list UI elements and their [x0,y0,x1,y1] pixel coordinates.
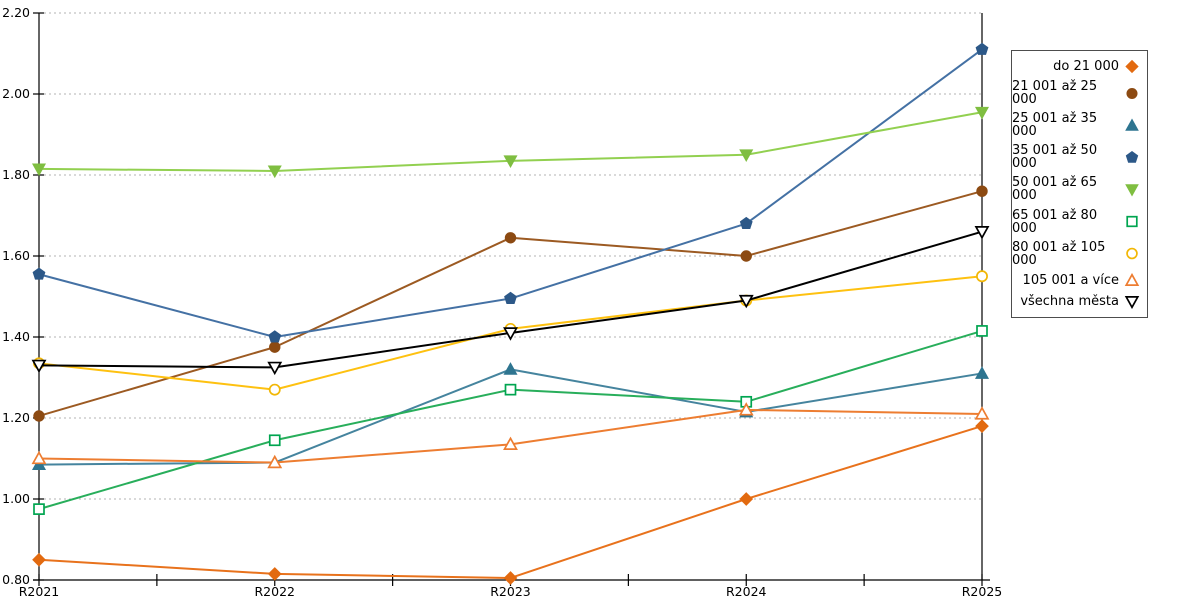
circle-open-legend-icon [1126,247,1138,260]
pentagon-marker-icon [504,291,517,304]
legend-label: všechna města [1020,293,1119,309]
triangle-up-marker-icon [974,406,990,420]
y-tick-label: 1.20 [2,410,30,425]
pentagon-marker-icon [975,42,989,55]
series-65-001-až-80-000 [33,325,988,515]
pentagon-filled-legend-icon [1125,150,1139,163]
circle-filled-legend-icon [1126,87,1138,99]
y-tick-label: 1.40 [2,329,30,344]
y-tick-label: 1.80 [2,167,30,182]
legend-item-8: všechna města [1012,294,1147,309]
pentagon-marker-icon [268,330,282,343]
legend-item-1: 21 001 až 25 000 [1012,80,1147,106]
triangle-down-marker-icon [738,294,754,309]
triangle-down-marker-icon [31,359,47,374]
triangle-down-marker-icon [267,361,283,376]
square-open-legend-icon [1126,215,1138,228]
series-21-001-až-25-000 [33,185,988,422]
square-marker-icon [504,383,517,396]
legend-label: 25 001 až 35 000 [1012,111,1098,140]
legend-label: 65 001 až 80 000 [1012,207,1098,236]
series-line [38,329,983,511]
triangle-up-marker-icon [503,362,518,375]
circle-marker-icon [976,185,988,197]
diamond-marker-icon [975,419,989,433]
y-tick-label: 1.60 [2,248,30,263]
triangle-up-marker-icon [503,436,518,450]
y-tick-label: 2.00 [2,86,30,101]
series-do-21-000 [32,419,989,585]
diamond-marker-icon [503,571,518,585]
triangle-down-marker-icon [503,327,518,341]
legend-label: 105 001 a více [1022,272,1119,288]
circle-marker-icon [504,232,517,244]
triangle-down-marker-icon [267,165,282,179]
triangle-down-marker-icon [31,163,47,177]
legend: do 21 000 21 001 až 25 000 25 001 až 35 00… [1011,50,1148,318]
series-50-001-až-65-000 [31,106,990,179]
diamond-marker-icon [32,552,46,567]
series-105-001-a-více [31,402,990,469]
series-všechna-města [31,226,990,376]
circle-marker-icon [740,250,752,262]
square-marker-icon [33,503,45,515]
triangle-down-marker-icon [739,149,754,162]
triangle-down-marker-icon [503,155,518,169]
legend-item-7: 105 001 a více [1012,272,1147,288]
circle-marker-icon [976,270,988,283]
triangle-up-marker-icon [738,402,754,416]
legend-item-0: do 21 000 [1012,59,1147,74]
x-tick-label: R2023 [490,584,531,599]
legend-item-2: 25 001 až 35 000 [1012,112,1147,138]
triangle-up-marker-icon [31,450,47,465]
triangle-down-open-legend-icon [1124,295,1140,309]
circle-marker-icon [268,383,281,396]
legend-item-4: 50 001 až 65 000 [1012,176,1147,202]
y-tick-label: 1.00 [2,491,30,506]
triangle-down-marker-icon [974,226,990,240]
legend-label: 35 001 až 50 000 [1012,143,1098,172]
diamond-marker-icon [267,567,282,581]
legend-item-5: 65 001 až 80 000 [1012,209,1147,235]
triangle-down-marker-icon [974,106,990,120]
triangle-up-open-legend-icon [1124,272,1140,286]
x-tick-label: R2021 [19,584,60,599]
triangle-up-marker-icon [267,454,283,469]
x-tick-label: R2022 [255,584,296,599]
legend-label: do 21 000 [1053,59,1119,75]
legend-label: 21 001 až 25 000 [1012,79,1098,108]
square-marker-icon [268,434,281,447]
circle-marker-icon [269,341,281,353]
x-tick-label: R2025 [962,584,1003,599]
triangle-up-marker-icon [974,366,990,379]
series-line [38,368,983,466]
circle-marker-icon [33,410,45,422]
pentagon-marker-icon [739,216,753,230]
legend-item-3: 35 001 až 50 000 [1012,144,1147,170]
x-tick-label: R2024 [726,584,767,599]
legend-item-6: 80 001 až 105 000 [1012,241,1147,267]
legend-label: 50 001 až 65 000 [1012,175,1098,204]
diamond-filled-legend-icon [1125,59,1139,74]
diamond-marker-icon [739,492,754,506]
triangle-up-filled-legend-icon [1125,118,1139,131]
pentagon-marker-icon [32,267,46,280]
y-tick-label: 2.20 [2,5,30,20]
triangle-down-filled-legend-icon [1125,184,1139,197]
y-tick-label: 0.80 [2,572,30,587]
square-marker-icon [976,325,988,337]
legend-label: 80 001 až 105 000 [1012,239,1106,268]
series-35-001-až-50-000 [32,42,989,343]
